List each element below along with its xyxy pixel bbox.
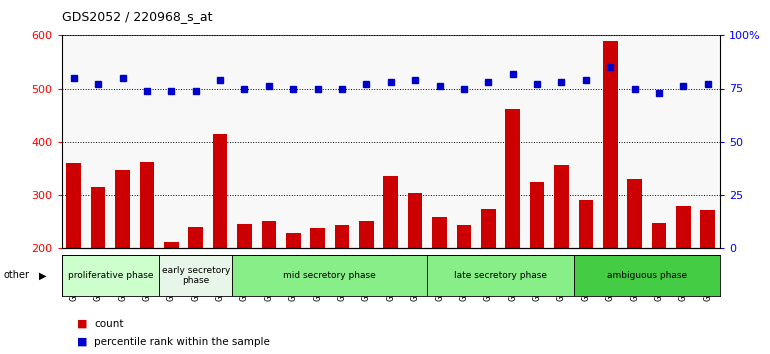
Bar bbox=[578, 200, 593, 354]
Text: early secretory
phase: early secretory phase bbox=[162, 266, 230, 285]
Bar bbox=[530, 183, 544, 354]
Bar bbox=[286, 234, 300, 354]
Text: percentile rank within the sample: percentile rank within the sample bbox=[94, 337, 270, 347]
Bar bbox=[116, 170, 130, 354]
Bar bbox=[213, 134, 227, 354]
Bar bbox=[237, 224, 252, 354]
Bar bbox=[335, 225, 350, 354]
Bar bbox=[457, 225, 471, 354]
Bar bbox=[66, 163, 81, 354]
Bar bbox=[574, 255, 720, 296]
Bar bbox=[603, 41, 618, 354]
Text: mid secretory phase: mid secretory phase bbox=[283, 271, 377, 280]
Bar bbox=[554, 166, 569, 354]
Bar bbox=[62, 255, 159, 296]
Bar bbox=[159, 255, 233, 296]
Bar bbox=[189, 227, 203, 354]
Bar bbox=[651, 223, 666, 354]
Text: GDS2052 / 220968_s_at: GDS2052 / 220968_s_at bbox=[62, 10, 212, 23]
Bar bbox=[383, 176, 398, 354]
Bar bbox=[310, 228, 325, 354]
Bar bbox=[262, 221, 276, 354]
Text: count: count bbox=[94, 319, 123, 329]
Text: ■: ■ bbox=[77, 337, 88, 347]
Text: late secretory phase: late secretory phase bbox=[454, 271, 547, 280]
Bar bbox=[701, 210, 715, 354]
Bar bbox=[676, 206, 691, 354]
Text: ▶: ▶ bbox=[38, 270, 46, 280]
Bar bbox=[432, 217, 447, 354]
Bar bbox=[359, 221, 373, 354]
Bar bbox=[427, 255, 574, 296]
Bar bbox=[91, 187, 105, 354]
Text: ■: ■ bbox=[77, 319, 88, 329]
Bar bbox=[628, 179, 642, 354]
Text: proliferative phase: proliferative phase bbox=[68, 271, 153, 280]
Text: ambiguous phase: ambiguous phase bbox=[607, 271, 687, 280]
Bar bbox=[408, 193, 423, 354]
Bar bbox=[481, 209, 496, 354]
Bar bbox=[139, 162, 154, 354]
Text: other: other bbox=[4, 270, 30, 280]
Bar bbox=[164, 242, 179, 354]
Bar bbox=[505, 109, 520, 354]
Bar bbox=[233, 255, 427, 296]
